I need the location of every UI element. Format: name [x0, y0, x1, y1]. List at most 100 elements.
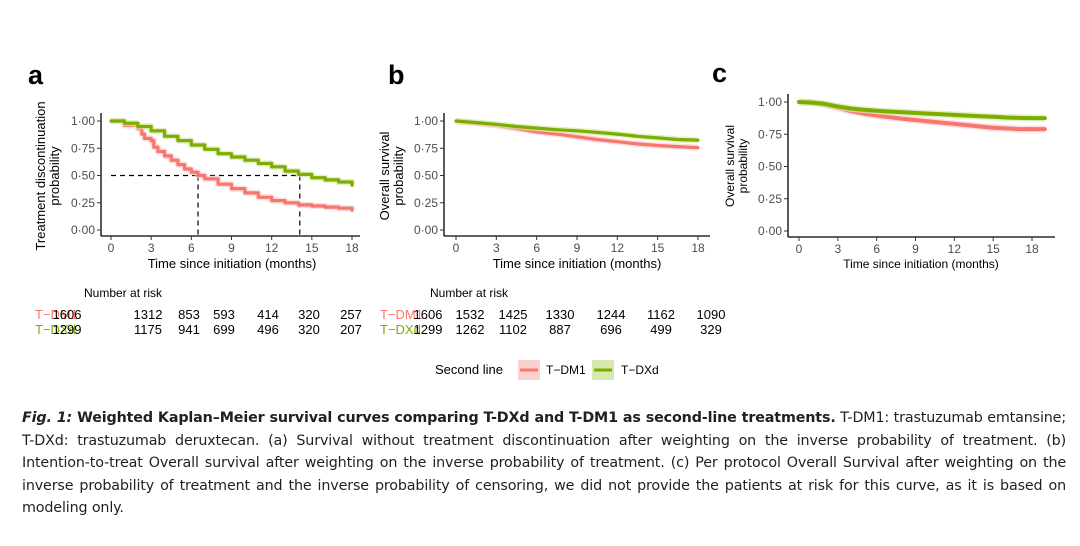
- panel-a-y-tick-label: 0·75: [71, 141, 95, 155]
- panel-b-x-tick-label: 18: [691, 241, 705, 255]
- panel-b-risk-value: 1532: [456, 307, 485, 322]
- panel-a-y-axis-title: Treatment discontinuation probability: [33, 101, 62, 250]
- panel-c-x-tick-label: 12: [948, 242, 962, 256]
- panel-a-y-tick-label: 0·25: [71, 196, 95, 210]
- panel-a-risk-value: 320: [298, 307, 320, 322]
- panel-b-risk-value: 1425: [499, 307, 528, 322]
- panel-c-x-tick-label: 15: [986, 242, 1000, 256]
- panel-a-label: a: [28, 60, 44, 90]
- panel-a-risk-value: 496: [257, 322, 279, 337]
- caption-fig-label: Fig. 1:: [22, 410, 73, 426]
- panel-c-plot: 0·00 0·25 0·50 0·75 1·00 0 3 6 9 12 15 18: [758, 94, 1055, 256]
- panel-b-y-axis-title-line2: probability: [391, 146, 406, 206]
- panel-c-x-tick-label: 0: [796, 242, 803, 256]
- panel-b-x-tick-label: 9: [574, 241, 581, 255]
- legend-title: Second line: [435, 362, 503, 377]
- panel-c-y-axis-title-line2: probability: [736, 139, 750, 194]
- panel-c-y-tick-label: 0·75: [758, 127, 782, 141]
- panel-c-y-tick-label: 0·25: [758, 192, 782, 206]
- panel-a-curve-tdxd: [109, 119, 354, 187]
- figure: a Treatment discontinuation probability …: [28, 58, 1055, 380]
- panel-b-risk-value: 1330: [546, 307, 575, 322]
- panel-b-risk-title: Number at risk: [430, 286, 509, 300]
- panel-a-curve-tdm1: [109, 119, 354, 212]
- panel-b-risk-value: 696: [600, 322, 622, 337]
- panel-a-risk-value: 699: [213, 322, 235, 337]
- panel-b-plot: 0·00 0·25 0·50 0·75 1·00 0 3 6 9 12 15 18: [414, 113, 710, 255]
- panel-a-y-tick-label: 1·00: [71, 114, 95, 128]
- panel-c-x-tick-label: 9: [912, 242, 919, 256]
- panel-a-x-tick-label: 6: [188, 241, 195, 255]
- panel-a-risk-value: 941: [178, 322, 200, 337]
- panel-a-x-tick-label: 0: [108, 241, 115, 255]
- figure-caption: Fig. 1: Weighted Kaplan–Meier survival c…: [22, 407, 1066, 520]
- panel-a-plot: 0·00 0·25 0·50 0·75 1·00 0 3 6 9 12 15 18: [71, 113, 360, 255]
- panel-c-y-tick-label: 1·00: [758, 95, 782, 109]
- panel-c: c Overall survival probability Time sinc…: [712, 58, 1055, 271]
- panel-b-curve-tdxd: [454, 119, 700, 142]
- legend-label-tdxd: T−DXd: [621, 363, 659, 377]
- panel-b-x-tick-label: 0: [453, 241, 460, 255]
- panel-b-risk-value: 1244: [597, 307, 626, 322]
- panel-b-x-tick-label: 15: [651, 241, 665, 255]
- panel-b-risk-value: 1299: [414, 322, 443, 337]
- panel-a-risk-value: 320: [298, 322, 320, 337]
- panel-c-y-tick-label: 0·50: [758, 160, 782, 174]
- panel-a-y-tick-label: 0·00: [71, 223, 95, 237]
- panel-c-curve-tdxd: [797, 100, 1047, 121]
- caption-title: Weighted Kaplan–Meier survival curves co…: [72, 410, 836, 426]
- panel-a-risk-value: 1606: [53, 307, 82, 322]
- caption-lead: Fig. 1: Weighted Kaplan–Meier survival c…: [22, 410, 836, 426]
- panel-a-y-axis-title-line2: probability: [47, 146, 62, 206]
- panel-c-x-tick-label: 6: [873, 242, 880, 256]
- panel-b-label: b: [388, 60, 405, 90]
- panel-b-risk-value: 329: [700, 322, 722, 337]
- caption-body: T-DM1: trastuzumab emtansine; T-DXd: tra…: [22, 410, 1066, 516]
- panel-c-x-tick-label: 3: [834, 242, 841, 256]
- panel-a-risk-value: 414: [257, 307, 279, 322]
- panel-b-y-tick-label: 1·00: [414, 114, 438, 128]
- panel-c-x-axis-title: Time since initiation (months): [843, 257, 999, 271]
- panel-a-x-tick-label: 12: [265, 241, 279, 255]
- panel-a-risk-value: 1299: [53, 322, 82, 337]
- panel-b-risk-value: 1262: [456, 322, 485, 337]
- panel-b-y-tick-label: 0·25: [414, 196, 438, 210]
- panel-a-y-axis-title-line1: Treatment discontinuation: [33, 101, 48, 250]
- panel-b-y-axis-title-line1: Overall survival: [377, 131, 392, 220]
- panel-a-risk-row-label: T−DM1: [35, 307, 78, 322]
- panel-c-x-tick-label: 18: [1025, 242, 1039, 256]
- panel-c-label: c: [712, 58, 727, 88]
- panel-a-risk-title: Number at risk: [84, 286, 163, 300]
- panel-a-risk-row-label: T−DXd: [35, 322, 76, 337]
- panel-a-x-tick-label: 3: [148, 241, 155, 255]
- panel-a-x-tick-label: 18: [345, 241, 359, 255]
- panel-a-y-tick-label: 0·50: [71, 169, 95, 183]
- panel-b-x-axis-title: Time since initiation (months): [493, 256, 662, 271]
- panel-a-risk-value: 257: [340, 307, 362, 322]
- panel-b-x-tick-label: 12: [611, 241, 625, 255]
- panel-c-y-tick-label: 0·00: [758, 224, 782, 238]
- legend-label-tdm1: T−DM1: [546, 363, 586, 377]
- panel-a-x-tick-label: 9: [228, 241, 235, 255]
- panel-a-risk-value: 1175: [134, 322, 162, 337]
- panel-b-risk-value: 887: [549, 322, 571, 337]
- panel-b-risk-row-label: T−DM1: [380, 307, 423, 322]
- panel-c-y-axis-title: Overall survival probability: [723, 125, 750, 207]
- panel-a-risk-value: 1312: [134, 307, 163, 322]
- panel-a-x-axis-title: Time since initiation (months): [148, 256, 317, 271]
- panel-b-risk-value: 1162: [647, 307, 675, 322]
- panel-b-risk-value: 1102: [499, 322, 527, 337]
- panel-a-ci-band-tdm1: [111, 117, 356, 212]
- panel-b-y-tick-label: 0·50: [414, 169, 438, 183]
- legend: Second line T−DM1 T−DXd: [435, 360, 659, 380]
- panel-c-y-axis-title-line1: Overall survival: [723, 125, 737, 207]
- panel-b: b Overall survival probability Time sinc…: [377, 60, 725, 337]
- panel-a-risk-value: 207: [340, 322, 362, 337]
- panel-b-y-axis-title: Overall survival probability: [377, 131, 406, 220]
- panel-b-risk-value: 1606: [414, 307, 443, 322]
- panel-b-risk-row-label: T−DXd: [380, 322, 421, 337]
- panel-a-risk-value: 593: [213, 307, 235, 322]
- panel-b-y-tick-label: 0·75: [414, 141, 438, 155]
